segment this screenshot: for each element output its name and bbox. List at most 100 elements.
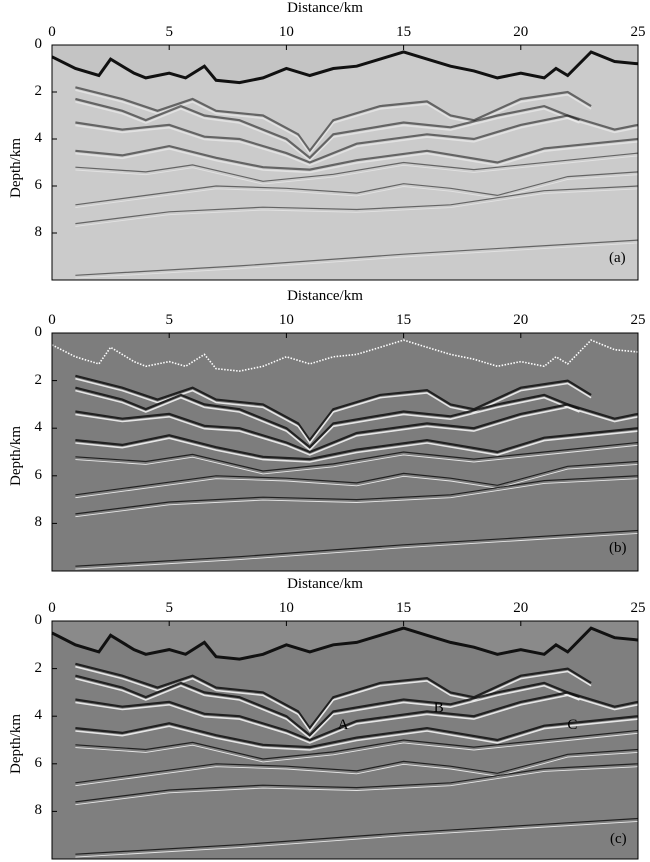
reflector-light <box>75 389 580 452</box>
reflector-dark <box>75 97 580 160</box>
panel-a: Distance/km Depth/km 0 5 10 15 20 25 0 2 4 6 8 (a) <box>0 0 650 287</box>
reflector-light <box>75 766 639 806</box>
reflector-dark <box>75 662 592 730</box>
reflector-dark <box>75 114 639 164</box>
reflector-light <box>75 718 639 751</box>
reflector-light <box>75 677 580 740</box>
seismic-image-b <box>51 332 639 572</box>
y-tick-label: 6 <box>34 177 43 193</box>
panel-label: (c) <box>610 831 627 847</box>
x-tick-label: 20 <box>513 24 529 40</box>
reflector-dark <box>75 185 639 225</box>
annotation-label-a: A <box>337 716 349 733</box>
reflector-dark <box>75 403 639 454</box>
reflector-light <box>75 463 639 499</box>
above-surface-region <box>52 45 638 83</box>
panel-label: (b) <box>609 540 627 556</box>
reflector-light <box>75 174 639 209</box>
y-tick-label: 6 <box>34 754 43 771</box>
x-axis-title: Distance/km <box>287 0 363 16</box>
x-tick-label: 10 <box>278 312 294 328</box>
reflector-light <box>75 242 639 279</box>
x-tick-label: 10 <box>278 600 294 616</box>
reflector-light <box>75 101 580 162</box>
y-tick-label: 8 <box>34 802 43 819</box>
y-tick-label: 4 <box>34 707 43 724</box>
x-tick-label: 10 <box>278 24 294 40</box>
x-tick-label: 25 <box>630 600 646 616</box>
seismic-image-a <box>51 44 639 281</box>
reflector-dark <box>75 729 639 760</box>
y-tick-label: 4 <box>34 419 43 436</box>
y-tick-label: 4 <box>34 130 43 146</box>
reflector-dark <box>75 691 639 742</box>
y-tick-label: 8 <box>34 224 43 240</box>
panel-label: (a) <box>609 250 626 266</box>
surface-topography-line <box>51 50 639 85</box>
y-tick-label: 6 <box>34 466 43 483</box>
y-tick-label: 2 <box>34 371 43 388</box>
reflector-light <box>75 532 639 570</box>
x-tick-label: 20 <box>513 600 529 616</box>
annotation-label-c: C <box>567 716 578 733</box>
reflector-dark <box>75 674 580 737</box>
reflector-dark <box>75 239 639 276</box>
x-tick-label: 25 <box>630 312 646 328</box>
reflector-light <box>75 820 639 858</box>
reflector-dark <box>75 460 639 496</box>
x-tick-label: 5 <box>165 312 173 328</box>
reflector-dark <box>75 748 639 784</box>
x-tick-label: 0 <box>48 24 56 40</box>
reflector-dark <box>75 529 639 567</box>
reflector-light <box>75 751 639 787</box>
reflector-light <box>75 155 639 185</box>
y-tick-label: 0 <box>34 612 43 628</box>
reflector-light <box>75 444 639 475</box>
y-tick-label: 0 <box>34 36 43 52</box>
annotation-label-b: B <box>433 700 444 717</box>
reflector-light <box>75 478 639 518</box>
reflector-light <box>75 430 639 463</box>
plot-frame <box>51 44 639 281</box>
x-tick-label: 15 <box>396 312 412 328</box>
reflector-light <box>75 694 639 744</box>
seismic-image-c <box>51 620 639 860</box>
y-tick-label: 8 <box>34 514 43 531</box>
surface-topography-line <box>51 339 639 372</box>
reflector-dark <box>75 86 592 153</box>
x-tick-label: 0 <box>48 600 56 616</box>
reflector-light <box>75 188 639 227</box>
reflector-dark <box>75 152 639 182</box>
reflector-light <box>75 406 639 456</box>
y-tick-label: 0 <box>34 324 43 340</box>
plot-frame <box>51 332 639 572</box>
reflector-light <box>75 117 639 167</box>
reflector-light <box>75 141 639 174</box>
reflector-dark <box>75 137 639 171</box>
y-tick-label: 2 <box>34 659 43 676</box>
reflector-dark <box>75 817 639 855</box>
x-tick-label: 5 <box>165 24 173 40</box>
x-axis-title: Distance/km <box>287 288 363 304</box>
x-tick-label: 25 <box>630 24 646 40</box>
reflector-dark <box>75 475 639 515</box>
reflector-dark <box>75 763 639 803</box>
x-axis-title: Distance/km <box>287 576 363 592</box>
x-tick-label: 0 <box>48 312 56 328</box>
reflector-dark <box>75 427 639 461</box>
reflector-dark <box>75 441 639 472</box>
x-tick-label: 5 <box>165 600 173 616</box>
x-tick-label: 15 <box>396 600 412 616</box>
reflector-dark <box>75 374 592 442</box>
x-tick-label: 15 <box>396 24 412 40</box>
reflector-dark <box>75 715 639 749</box>
reflector-dark <box>75 171 639 206</box>
reflector-light <box>75 732 639 763</box>
reflector-dark <box>75 386 580 449</box>
surface-topography-line <box>51 626 639 661</box>
plot-frame <box>51 620 639 860</box>
above-surface-region <box>52 621 638 660</box>
y-tick-label: 2 <box>34 83 43 99</box>
x-tick-label: 20 <box>513 312 529 328</box>
